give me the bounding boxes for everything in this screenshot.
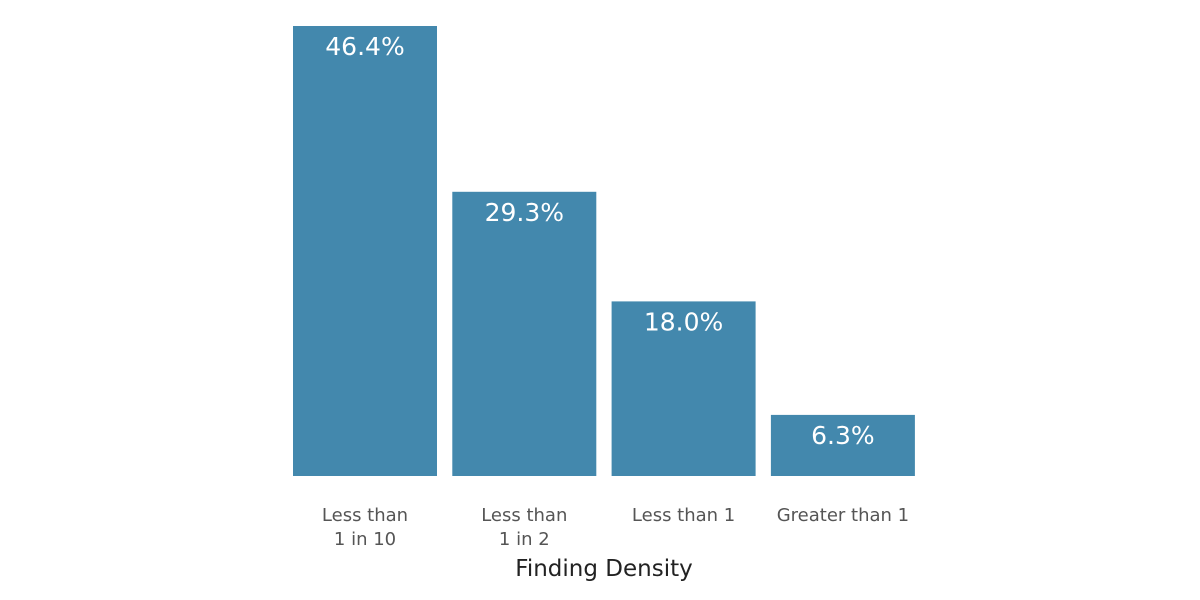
bar-value-label-2: 29.3% [485, 198, 564, 227]
x-tick-label-3: Less than 1 [632, 505, 735, 526]
x-tick-label-2: Less than 1 in 2 [481, 505, 567, 550]
x-tick-label-line: Greater than 1 [777, 505, 909, 526]
x-tick-label-1: Less than 1 in 10 [322, 505, 408, 550]
bar-value-label-1: 46.4% [325, 32, 404, 61]
x-tick-label-line: 1 in 2 [499, 529, 550, 550]
x-tick-label-line: Less than 1 [632, 505, 735, 526]
bar-1 [293, 26, 437, 476]
bar-value-label-4: 6.3% [811, 421, 875, 450]
x-tick-label-line: Less than [322, 505, 408, 526]
bar-3 [611, 301, 756, 476]
bar-4 [770, 414, 915, 476]
bars-group [293, 26, 915, 477]
x-axis-title: Finding Density [515, 556, 692, 582]
x-tick-label-line: Less than [481, 505, 567, 526]
value-labels-group: 46.4% 29.3% 18.0% 6.3% [325, 32, 874, 450]
bar-value-label-3: 18.0% [644, 307, 723, 336]
x-tick-label-line: 1 in 10 [334, 529, 396, 550]
bar-2 [452, 191, 597, 477]
x-tick-label-4: Greater than 1 [777, 505, 909, 526]
